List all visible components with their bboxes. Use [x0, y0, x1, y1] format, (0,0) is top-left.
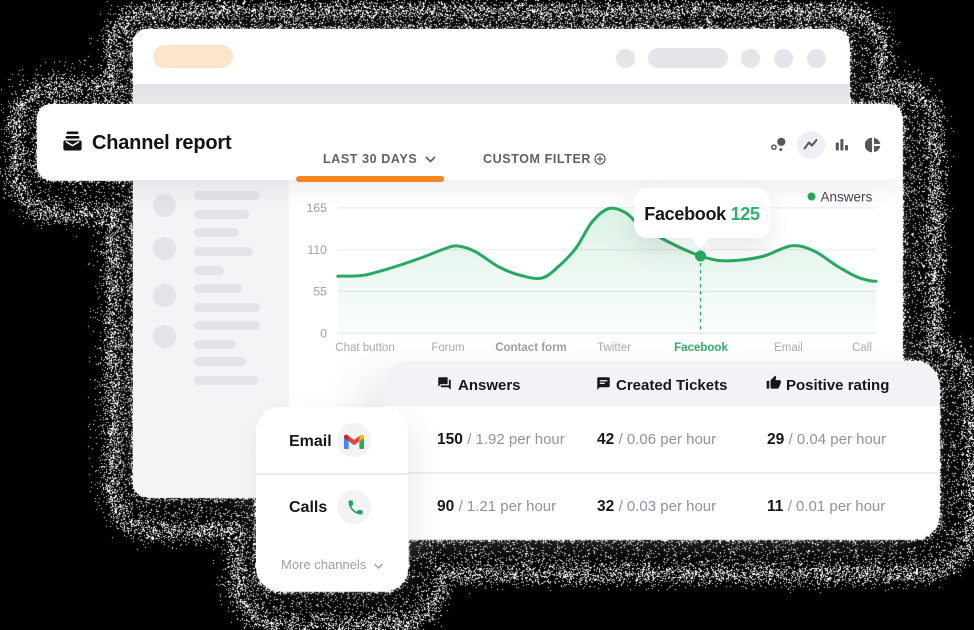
svg-text:Contact form: Contact form [495, 342, 567, 354]
svg-text:Answers: Answers [821, 190, 873, 205]
svg-text:Chat button: Chat button [335, 342, 394, 354]
svg-text:Facebook: Facebook [674, 342, 728, 354]
svg-text:0: 0 [320, 326, 327, 340]
svg-text:Twitter: Twitter [597, 342, 631, 354]
svg-text:55: 55 [313, 285, 327, 299]
svg-text:110: 110 [307, 243, 327, 257]
svg-text:Call: Call [852, 342, 872, 354]
svg-text:Email: Email [774, 342, 803, 354]
svg-text:165: 165 [306, 201, 327, 215]
svg-text:Forum: Forum [431, 342, 464, 354]
